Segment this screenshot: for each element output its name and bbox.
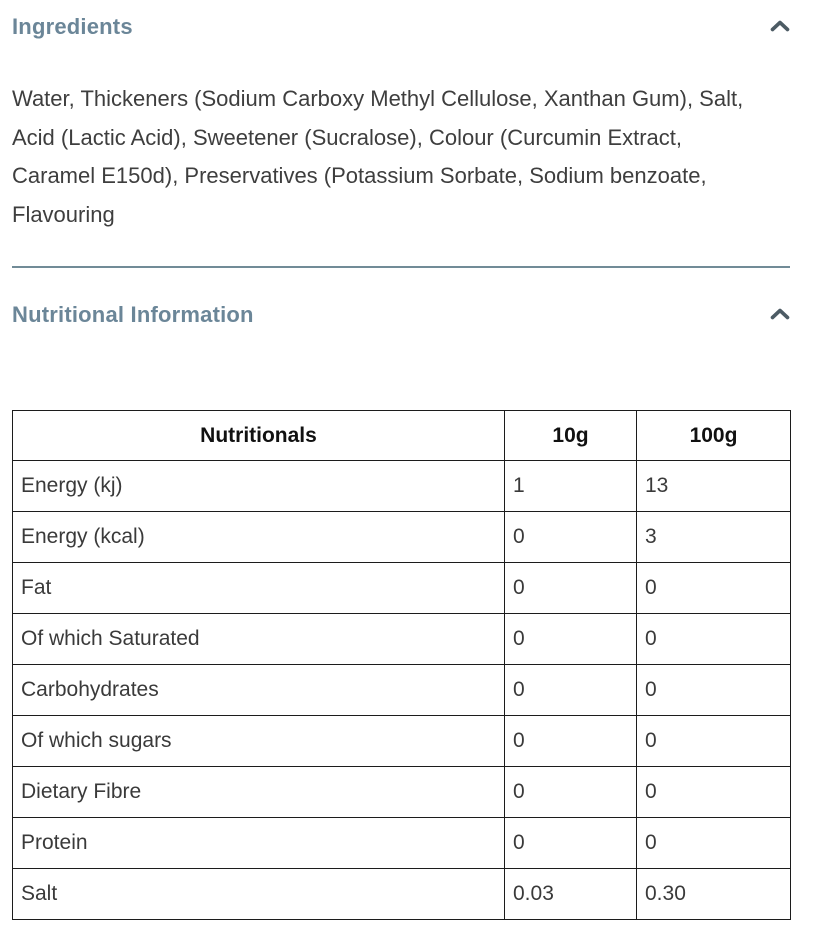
table-row: Protein 0 0 [12,817,791,869]
nutrient-name-cell: Protein [12,817,505,869]
table-row: Carbohydrates 0 0 [12,664,791,716]
nutrition-table: Nutritionals 10g 100g Energy (kj) 1 13 E… [12,410,791,920]
product-info-panel: Ingredients Water, Thickeners (Sodium Ca… [12,14,791,920]
nutrient-name-cell: Energy (kj) [12,460,505,512]
table-row: Of which sugars 0 0 [12,715,791,767]
table-row: Dietary Fibre 0 0 [12,766,791,818]
nutrient-name-cell: Fat [12,562,505,614]
ingredients-collapse-button[interactable] [770,19,790,35]
value-100g-cell: 0.30 [636,868,791,920]
value-10g-cell: 0 [504,664,637,716]
value-10g-cell: 0 [504,766,637,818]
ingredients-text: Water, Thickeners (Sodium Carboxy Methyl… [12,86,744,227]
header-cell-10g: 10g [504,410,637,461]
nutrient-name-cell: Of which sugars [12,715,505,767]
value-10g-cell: 0.03 [504,868,637,920]
nutrition-section: Nutritional Information Nutritionals 10g… [12,302,791,920]
value-100g-cell: 0 [636,715,791,767]
table-row: Energy (kcal) 0 3 [12,511,791,563]
nutrition-collapse-button[interactable] [770,307,790,323]
nutrition-title: Nutritional Information [12,302,254,327]
ingredients-accordion-header[interactable]: Ingredients [12,14,790,40]
value-10g-cell: 0 [504,613,637,665]
value-10g-cell: 1 [504,460,637,512]
value-100g-cell: 3 [636,511,791,563]
table-header-row: Nutritionals 10g 100g [12,410,791,461]
value-100g-cell: 0 [636,562,791,614]
value-10g-cell: 0 [504,817,637,869]
nutrient-name-cell: Carbohydrates [12,664,505,716]
nutrient-name-cell: Salt [12,868,505,920]
nutrient-name-cell: Dietary Fibre [12,766,505,818]
table-row: Of which Saturated 0 0 [12,613,791,665]
ingredients-title: Ingredients [12,14,133,39]
chevron-up-icon [770,307,790,323]
nutrient-name-cell: Of which Saturated [12,613,505,665]
value-100g-cell: 13 [636,460,791,512]
header-cell-100g: 100g [636,410,791,461]
value-10g-cell: 0 [504,562,637,614]
nutrient-name-cell: Energy (kcal) [12,511,505,563]
table-row: Energy (kj) 1 13 [12,460,791,512]
nutrition-accordion-header[interactable]: Nutritional Information [12,302,790,328]
value-100g-cell: 0 [636,766,791,818]
value-100g-cell: 0 [636,613,791,665]
ingredients-section: Ingredients Water, Thickeners (Sodium Ca… [12,14,790,234]
value-10g-cell: 0 [504,715,637,767]
value-100g-cell: 0 [636,817,791,869]
value-10g-cell: 0 [504,511,637,563]
table-row: Fat 0 0 [12,562,791,614]
header-cell-nutritionals: Nutritionals [12,410,505,461]
value-100g-cell: 0 [636,664,791,716]
section-divider [12,266,790,268]
table-row: Salt 0.03 0.30 [12,868,791,920]
chevron-up-icon [770,19,790,35]
